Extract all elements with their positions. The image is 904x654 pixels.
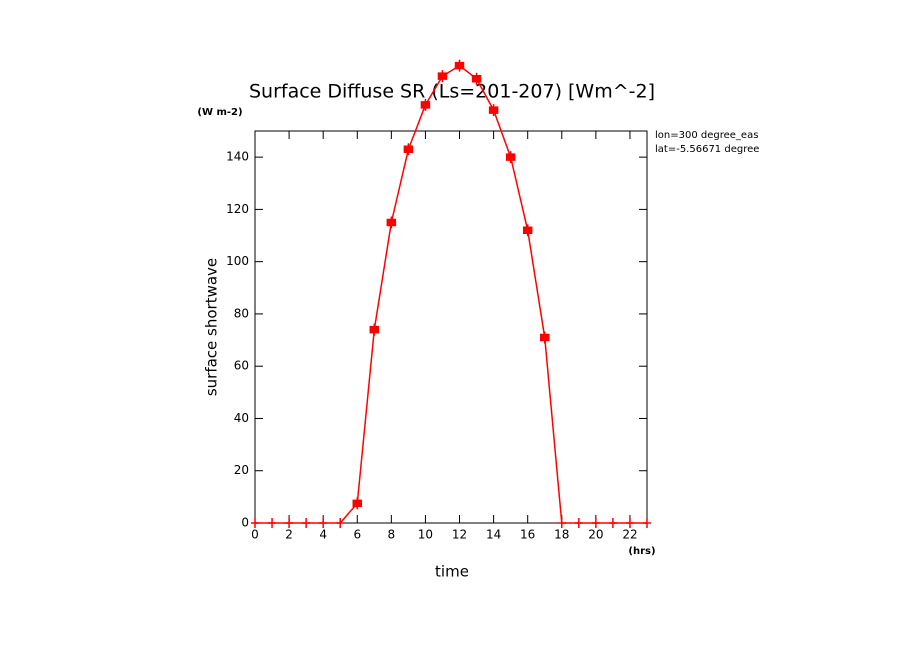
data-point xyxy=(505,151,516,164)
y-tick-label: 140 xyxy=(226,150,249,164)
x-tick-label: 18 xyxy=(554,528,569,542)
chart-title: Surface Diffuse SR (Ls=201-207) [Wm^-2] xyxy=(249,81,655,103)
annotation: lon=300 degree_eas xyxy=(655,130,758,141)
data-point xyxy=(608,518,617,528)
x-tick-label: 2 xyxy=(285,528,293,542)
x-tick-label: 6 xyxy=(353,528,361,542)
x-tick-label: 20 xyxy=(588,528,603,542)
plot-frame xyxy=(254,130,648,524)
y-tick-label: 60 xyxy=(234,359,249,373)
x-tick-label: 0 xyxy=(251,528,259,542)
data-point xyxy=(539,331,550,344)
data-point xyxy=(403,143,414,156)
x-tick-label: 12 xyxy=(452,528,467,542)
annotation: lat=-5.56671 degree xyxy=(655,144,759,155)
x-axis-label: time xyxy=(435,563,469,581)
y-unit: (W m-2) xyxy=(197,107,242,118)
data-point xyxy=(369,323,380,336)
data-point xyxy=(420,98,431,111)
y-tick-label: 120 xyxy=(226,202,249,216)
y-tick-label: 80 xyxy=(234,306,249,320)
data-point xyxy=(336,518,345,528)
y-tick-label: 20 xyxy=(234,463,249,477)
data-point xyxy=(454,59,465,72)
data-point xyxy=(302,518,311,528)
y-tick-label: 0 xyxy=(241,516,249,530)
data-point xyxy=(574,518,583,528)
x-tick-label: 22 xyxy=(622,528,637,542)
data-point xyxy=(251,518,259,528)
series-line xyxy=(255,64,647,524)
data-point xyxy=(471,72,482,85)
x-unit: (hrs) xyxy=(628,546,655,557)
data-point xyxy=(386,216,397,229)
data-point xyxy=(557,518,566,528)
data-point xyxy=(625,518,634,528)
data-point xyxy=(591,518,600,528)
x-tick-label: 4 xyxy=(319,528,327,542)
data-point xyxy=(285,518,294,528)
data-point xyxy=(643,518,651,528)
x-tick-label: 14 xyxy=(486,528,501,542)
y-tick-label: 100 xyxy=(226,254,249,268)
data-point xyxy=(522,224,533,237)
x-tick-label: 16 xyxy=(520,528,535,542)
x-tick-label: 8 xyxy=(388,528,396,542)
y-axis-label: surface shortwave xyxy=(203,258,221,396)
data-point xyxy=(319,518,328,528)
data-point xyxy=(352,497,363,510)
data-point xyxy=(488,104,499,117)
data-point xyxy=(437,70,448,83)
x-tick-label: 10 xyxy=(418,528,433,542)
y-tick-label: 40 xyxy=(234,411,249,425)
data-point xyxy=(268,518,277,528)
